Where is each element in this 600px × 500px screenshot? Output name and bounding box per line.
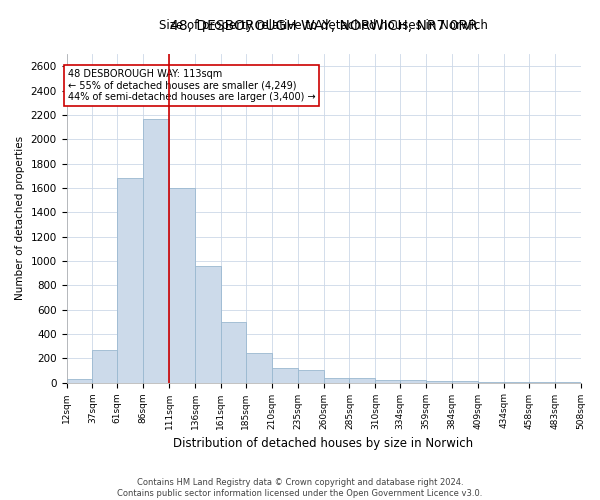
Bar — [118, 178, 143, 382]
Bar — [169, 188, 195, 382]
Bar — [349, 378, 376, 382]
X-axis label: Distribution of detached houses by size in Norwich: Distribution of detached houses by size … — [173, 437, 473, 450]
Text: 48 DESBOROUGH WAY: 113sqm
← 55% of detached houses are smaller (4,249)
44% of se: 48 DESBOROUGH WAY: 113sqm ← 55% of detac… — [68, 68, 315, 102]
Bar — [426, 380, 452, 382]
Bar — [195, 266, 221, 382]
Bar — [400, 380, 426, 382]
Bar — [376, 380, 400, 382]
Bar — [221, 322, 246, 382]
Text: Contains HM Land Registry data © Crown copyright and database right 2024.
Contai: Contains HM Land Registry data © Crown c… — [118, 478, 482, 498]
Bar — [143, 118, 169, 382]
Y-axis label: Number of detached properties: Number of detached properties — [15, 136, 25, 300]
Bar — [298, 370, 323, 382]
Bar — [452, 381, 478, 382]
Bar — [323, 378, 349, 382]
Bar — [92, 350, 118, 382]
Text: 48, DESBOROUGH WAY, NORWICH, NR7 0RR: 48, DESBOROUGH WAY, NORWICH, NR7 0RR — [170, 18, 478, 32]
Bar — [246, 353, 272, 382]
Bar — [272, 368, 298, 382]
Title: Size of property relative to detached houses in Norwich: Size of property relative to detached ho… — [159, 19, 488, 32]
Bar — [67, 379, 92, 382]
